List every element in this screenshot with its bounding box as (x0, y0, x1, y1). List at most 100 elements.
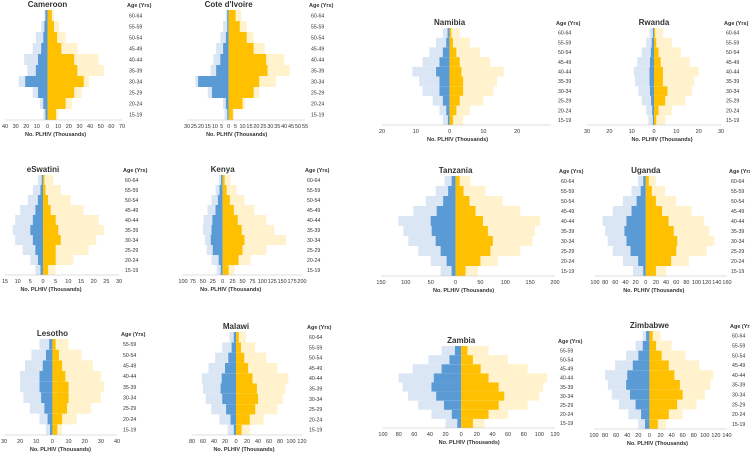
bar-male-population (229, 332, 236, 343)
bar-male-plhiv (649, 76, 654, 87)
x-tick-label: 15 (246, 124, 252, 130)
bar-male-population (201, 373, 236, 384)
panel-title: Namibia (434, 18, 466, 27)
bar-male-population (218, 175, 223, 185)
bar-female-population (449, 47, 481, 58)
x-tick-label: 30 (584, 129, 590, 135)
x-tick-label: 120 (711, 433, 720, 439)
bar-male-plhiv (218, 255, 223, 265)
bar-female-population (236, 352, 267, 363)
x-tick-label: 100 (535, 432, 544, 438)
bar-female-population (43, 245, 89, 255)
age-axis-header: Age (Yrs) (305, 168, 330, 174)
x-tick-label: 100 (590, 280, 599, 286)
age-group-label: 35-39 (309, 386, 322, 392)
x-tick-label: 20 (244, 439, 250, 445)
x-tick-label: 80 (602, 433, 608, 439)
panel-title: Rwanda (639, 18, 670, 27)
bar-male-plhiv (221, 175, 223, 185)
bar-male-plhiv (651, 37, 654, 48)
x-tick-label: 10 (413, 129, 419, 135)
x-tick-label: 50 (239, 279, 245, 285)
age-group-label: 50-54 (726, 50, 739, 56)
bar-male-plhiv (37, 54, 48, 65)
bar-female-plhiv (645, 196, 656, 206)
bar-male-population (413, 206, 456, 216)
bar-male-plhiv (641, 409, 650, 420)
age-group-label: 40-44 (726, 69, 739, 75)
x-tick-label: 40 (669, 433, 675, 439)
age-group-label: 20-24 (307, 258, 320, 264)
bar-male-population (622, 196, 646, 206)
bar-male-population (633, 66, 654, 77)
panel-title: Tanzania (439, 166, 473, 175)
bar-female-plhiv (654, 76, 663, 87)
x-tick-label: 40 (114, 439, 120, 445)
x-axis-title: No. PLHIV (Thousands) (20, 287, 81, 293)
x-tick-label: 10 (65, 279, 71, 285)
x-tick-label: 0 (460, 432, 463, 438)
bar-male-population (622, 256, 646, 266)
x-tick-label: 50 (428, 280, 434, 286)
bar-male-plhiv (651, 95, 654, 106)
bar-female-plhiv (654, 37, 657, 48)
age-group-label: 15-19 (129, 112, 142, 118)
bar-male-plhiv (649, 66, 654, 77)
bar-female-population (43, 255, 74, 265)
bar-female-plhiv (649, 340, 657, 351)
x-tick-label: 20 (253, 124, 259, 130)
bar-female-population (654, 57, 690, 67)
bar-female-population (654, 86, 692, 96)
age-group-label: 25-29 (558, 99, 571, 105)
bar-male-plhiv (222, 393, 236, 405)
bar-male-population (207, 205, 223, 215)
bar-female-population (43, 195, 71, 205)
bar-male-population (412, 364, 462, 374)
bar-female-plhiv (654, 66, 663, 77)
x-tick-label: 10 (239, 124, 245, 130)
bar-male-population (39, 339, 53, 350)
bar-male-plhiv (431, 226, 456, 236)
bar-female-plhiv (649, 409, 669, 420)
bar-female-plhiv (461, 373, 489, 383)
bar-female-plhiv (228, 54, 267, 65)
bar-female-plhiv (236, 362, 249, 374)
bar-female-plhiv (43, 195, 49, 205)
x-tick-label: 100 (700, 433, 709, 439)
age-group-label: 20-24 (561, 259, 574, 265)
panel-title: Cameroon (28, 0, 68, 9)
pyramid-panel-eswatini: eSwatini Age (Yrs) 15-19 20-24 25-29 30-34 35-… (2, 165, 148, 293)
bar-male-population (638, 176, 646, 186)
bar-male-plhiv (451, 266, 456, 276)
bar-female-population (449, 95, 484, 106)
bar-female-plhiv (236, 373, 253, 384)
x-tick-label: 80 (277, 439, 283, 445)
bar-male-population (612, 246, 646, 256)
bar-female-population (43, 265, 56, 275)
bar-male-plhiv (37, 195, 43, 205)
age-group-label: 55-59 (726, 40, 739, 46)
age-group-label: 40-44 (560, 376, 573, 382)
x-tick-label: 60 (411, 432, 417, 438)
x-tick-label: 50 (477, 280, 483, 286)
x-tick-label: 80 (189, 439, 195, 445)
x-tick-label: 20 (91, 279, 97, 285)
x-tick-label: 40 (255, 439, 261, 445)
bar-female-plhiv (228, 109, 233, 120)
bar-female-population (461, 418, 485, 428)
bar-female-plhiv (43, 235, 61, 245)
age-group-label: 45-49 (561, 209, 574, 215)
bar-female-population (43, 185, 61, 195)
x-tick-label: 120 (550, 432, 559, 438)
bar-male-plhiv (632, 360, 650, 371)
bar-female-plhiv (649, 331, 653, 341)
bar-male-plhiv (217, 195, 223, 205)
bar-male-population (22, 245, 43, 255)
bar-female-population (455, 206, 521, 216)
bar-male-plhiv (39, 381, 53, 393)
age-axis-header: Age (Yrs) (556, 21, 581, 27)
age-group-label: 20-24 (129, 101, 142, 107)
bar-male-population (203, 383, 236, 394)
bar-male-population (24, 54, 48, 65)
